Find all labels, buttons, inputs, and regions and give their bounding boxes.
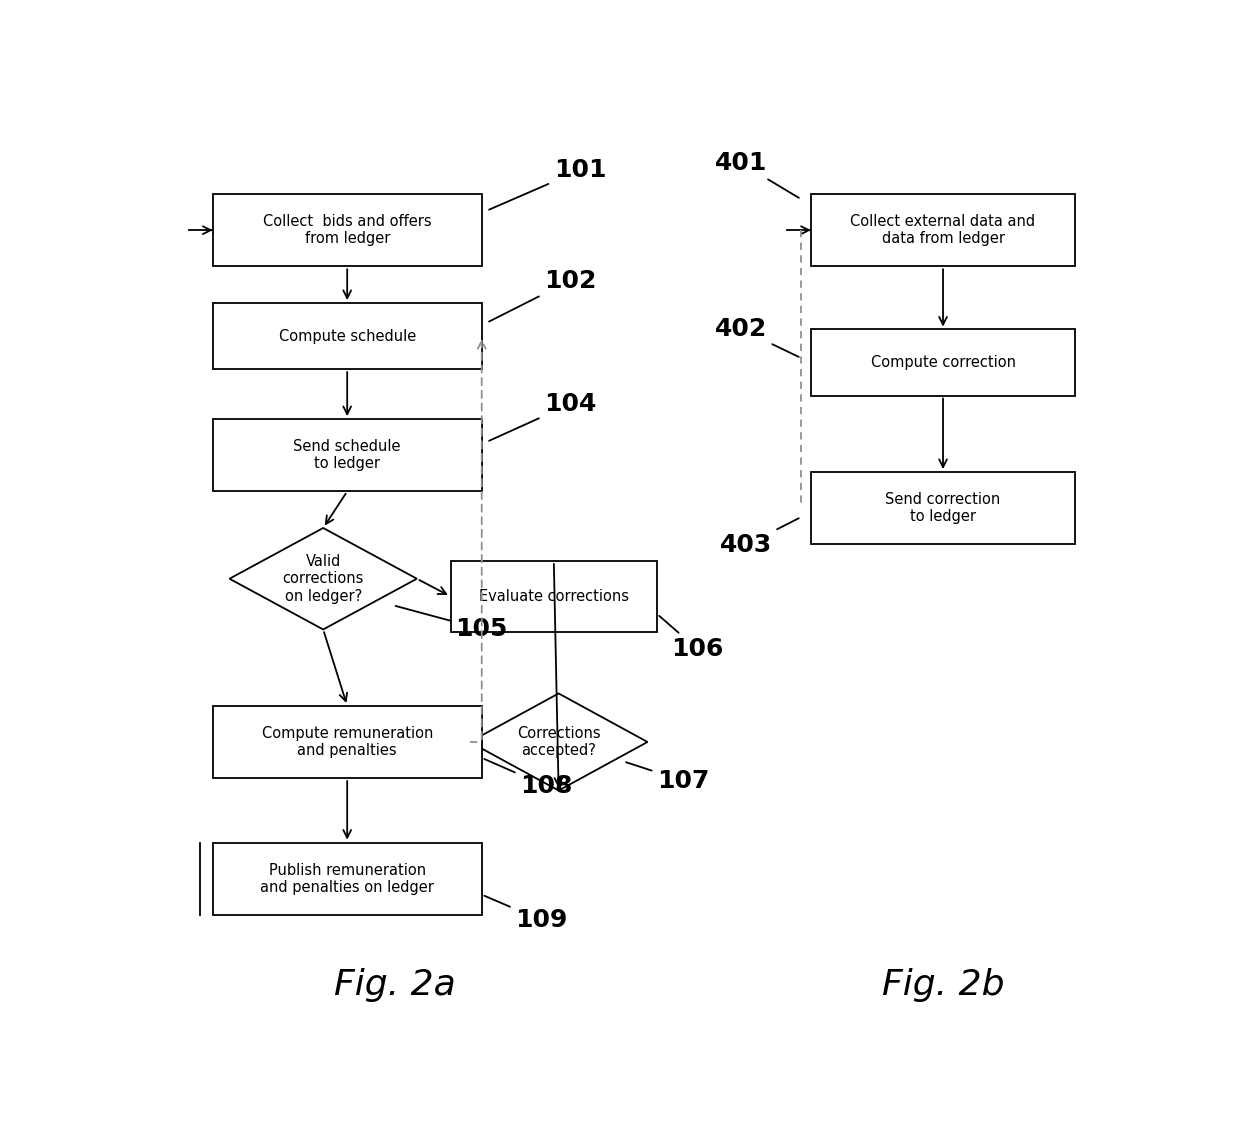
Text: Fig. 2a: Fig. 2a bbox=[335, 968, 456, 1003]
Text: 109: 109 bbox=[485, 896, 568, 933]
Text: Compute correction: Compute correction bbox=[870, 355, 1016, 370]
Text: Compute remuneration
and penalties: Compute remuneration and penalties bbox=[262, 725, 433, 759]
FancyBboxPatch shape bbox=[811, 472, 1075, 544]
Text: 402: 402 bbox=[714, 317, 799, 356]
Text: 102: 102 bbox=[489, 268, 596, 322]
FancyBboxPatch shape bbox=[213, 303, 481, 369]
Text: 401: 401 bbox=[714, 151, 799, 198]
Text: 107: 107 bbox=[626, 762, 709, 793]
Text: Fig. 2b: Fig. 2b bbox=[882, 968, 1004, 1003]
Text: Evaluate corrections: Evaluate corrections bbox=[479, 589, 629, 604]
FancyBboxPatch shape bbox=[213, 842, 481, 915]
FancyBboxPatch shape bbox=[213, 419, 481, 492]
Text: 403: 403 bbox=[719, 518, 799, 557]
FancyBboxPatch shape bbox=[450, 562, 657, 631]
Text: Collect  bids and offers
from ledger: Collect bids and offers from ledger bbox=[263, 214, 432, 246]
Text: 105: 105 bbox=[396, 606, 507, 641]
Polygon shape bbox=[229, 528, 417, 629]
Text: Compute schedule: Compute schedule bbox=[279, 329, 415, 344]
Text: Corrections
accepted?: Corrections accepted? bbox=[517, 725, 600, 759]
Text: 106: 106 bbox=[660, 615, 724, 661]
Text: Collect external data and
data from ledger: Collect external data and data from ledg… bbox=[851, 214, 1035, 246]
Polygon shape bbox=[470, 693, 647, 791]
Text: 101: 101 bbox=[489, 158, 606, 210]
Text: Send schedule
to ledger: Send schedule to ledger bbox=[294, 439, 401, 471]
FancyBboxPatch shape bbox=[811, 329, 1075, 395]
Text: Publish remuneration
and penalties on ledger: Publish remuneration and penalties on le… bbox=[260, 863, 434, 895]
Text: 104: 104 bbox=[489, 392, 596, 441]
Text: Send correction
to ledger: Send correction to ledger bbox=[885, 492, 1001, 525]
FancyBboxPatch shape bbox=[213, 706, 481, 778]
FancyBboxPatch shape bbox=[811, 194, 1075, 266]
Text: Valid
corrections
on ledger?: Valid corrections on ledger? bbox=[283, 554, 363, 604]
FancyBboxPatch shape bbox=[213, 194, 481, 266]
Text: 108: 108 bbox=[485, 759, 573, 798]
